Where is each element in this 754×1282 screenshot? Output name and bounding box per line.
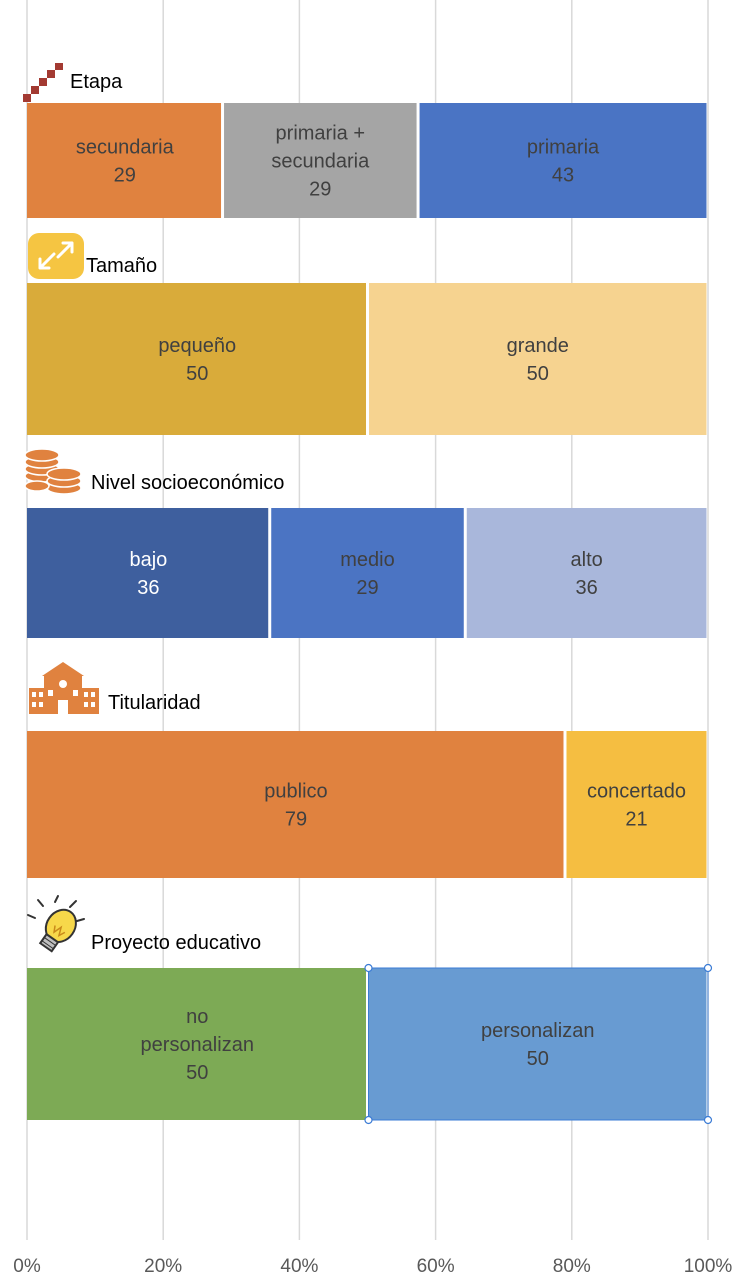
segment-value-label: 36 — [576, 577, 598, 599]
bar-segment[interactable] — [27, 508, 269, 638]
x-tick-label: 60% — [417, 1256, 455, 1277]
x-tick-label: 100% — [684, 1256, 733, 1277]
bar-segment[interactable] — [419, 103, 707, 218]
segment-name-label: secundaria — [76, 137, 175, 159]
coins-icon — [24, 448, 82, 495]
segment-name-label: bajo — [129, 549, 167, 571]
segment-value-label: 50 — [527, 1048, 549, 1070]
lightbulb-icon — [27, 895, 85, 953]
bar-segment[interactable] — [27, 283, 366, 435]
segment-value-label: 50 — [186, 363, 208, 385]
bars — [27, 103, 707, 1120]
segment-value-label: 29 — [114, 165, 136, 187]
x-tick-label: 40% — [280, 1256, 318, 1277]
bar-segment[interactable] — [224, 103, 417, 218]
segment-name-label: pequeño — [158, 335, 236, 357]
resize-handle[interactable] — [364, 963, 373, 973]
segment-value-label: 79 — [285, 809, 307, 831]
selection-outline[interactable] — [368, 967, 709, 1121]
x-tick-label: 20% — [144, 1256, 182, 1277]
group-label: Etapa — [70, 71, 123, 93]
group-label: Proyecto educativo — [91, 932, 261, 954]
segment-value-label: 43 — [552, 165, 574, 187]
bar-segment[interactable] — [271, 508, 464, 638]
bar-segment[interactable] — [27, 731, 564, 878]
resize-handle[interactable] — [703, 963, 713, 973]
expand-arrows-icon — [28, 233, 84, 279]
segment-name-label: grande — [507, 335, 569, 357]
segment-value-label: 29 — [309, 179, 331, 201]
segment-value-label: 50 — [186, 1062, 208, 1084]
segment-value-label: 29 — [356, 577, 378, 599]
segment-name-label: publico — [264, 781, 327, 803]
bar-segment[interactable] — [27, 968, 366, 1120]
segment-name-label: personalizan — [481, 1020, 594, 1042]
resize-handle[interactable] — [364, 1115, 373, 1125]
segment-name-label: primaria + — [276, 123, 365, 145]
bar-segment[interactable] — [466, 508, 707, 638]
resize-handle[interactable] — [703, 1115, 713, 1125]
segment-name-label: secundaria — [271, 151, 370, 173]
bar-segment[interactable] — [27, 103, 222, 218]
segment-value-label: 36 — [137, 577, 159, 599]
x-tick-label: 0% — [13, 1256, 41, 1277]
segment-name-label: primaria — [527, 137, 600, 159]
segment-name-label: no — [186, 1006, 208, 1028]
group-labels: Etapa secundaria 29 primaria + secundaria 29 p… — [70, 71, 686, 1084]
x-axis-ticks: 0% 20% 40% 60% 80% 100% — [13, 1256, 732, 1277]
segment-value-label: 21 — [625, 809, 647, 831]
x-tick-label: 80% — [553, 1256, 591, 1277]
segment-name-label: alto — [571, 549, 603, 571]
bar-segment[interactable] — [369, 283, 707, 435]
segment-name-label: concertado — [587, 781, 686, 803]
bar-segment[interactable] — [566, 731, 707, 878]
bar-segment[interactable] — [369, 968, 707, 1120]
segment-value-label: 50 — [527, 363, 549, 385]
group-label: Nivel socioeconómico — [91, 472, 284, 494]
selection-handles[interactable] — [364, 963, 713, 1125]
stairs-icon — [23, 63, 63, 102]
segment-name-label: medio — [340, 549, 394, 571]
group-label: Tamaño — [86, 255, 157, 277]
group-icons — [23, 63, 99, 953]
group-label: Titularidad — [108, 692, 201, 714]
segment-name-label: personalizan — [141, 1034, 254, 1056]
school-building-icon — [29, 662, 99, 714]
